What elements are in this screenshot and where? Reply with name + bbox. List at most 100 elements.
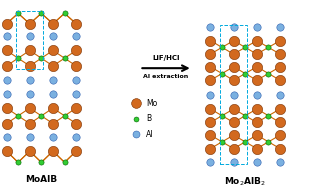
Point	[50, 136, 55, 139]
Point	[208, 26, 213, 29]
Point	[231, 39, 236, 42]
Text: LiF/HCl: LiF/HCl	[152, 55, 179, 61]
Point	[50, 64, 55, 67]
Point	[208, 93, 213, 96]
Point	[243, 46, 248, 49]
Point	[208, 65, 213, 68]
Point	[231, 160, 236, 163]
Point	[74, 35, 79, 38]
Point	[208, 121, 213, 124]
Point	[133, 133, 138, 136]
Point	[27, 107, 32, 110]
Point	[50, 78, 55, 81]
Point	[231, 93, 236, 96]
Point	[50, 35, 55, 38]
Point	[277, 65, 283, 68]
Text: Al: Al	[146, 130, 153, 139]
Point	[4, 78, 9, 81]
Point	[27, 136, 32, 139]
Point	[266, 114, 271, 117]
Point	[219, 46, 225, 49]
Point	[74, 78, 79, 81]
Point	[50, 122, 55, 125]
Point	[74, 107, 79, 110]
Point	[4, 93, 9, 96]
Point	[62, 12, 67, 15]
Point	[254, 93, 260, 96]
Point	[27, 78, 32, 81]
Point	[254, 79, 260, 82]
Point	[219, 72, 225, 75]
Point	[254, 121, 260, 124]
Point	[208, 39, 213, 42]
Point	[219, 114, 225, 117]
Bar	[220, 25, 247, 164]
Point	[4, 49, 9, 52]
Point	[39, 161, 44, 164]
Point	[231, 107, 236, 110]
Point	[231, 65, 236, 68]
Point	[266, 140, 271, 143]
Point	[208, 107, 213, 110]
Point	[254, 160, 260, 163]
Point	[16, 57, 21, 60]
Point	[4, 107, 9, 110]
Point	[208, 160, 213, 163]
Point	[27, 49, 32, 52]
Point	[74, 49, 79, 52]
Point	[266, 72, 271, 75]
Point	[74, 122, 79, 125]
Point	[277, 160, 283, 163]
Point	[208, 53, 213, 56]
Point	[277, 39, 283, 42]
Point	[16, 161, 21, 164]
Point	[4, 22, 9, 25]
Point	[27, 93, 32, 96]
Point	[277, 26, 283, 29]
Point	[50, 93, 55, 96]
Point	[231, 53, 236, 56]
Point	[231, 121, 236, 124]
Point	[27, 35, 32, 38]
Point	[254, 147, 260, 150]
Point	[50, 22, 55, 25]
Point	[254, 53, 260, 56]
Point	[39, 114, 44, 117]
Point	[74, 93, 79, 96]
Point	[39, 12, 44, 15]
Point	[4, 35, 9, 38]
Text: Mo: Mo	[146, 99, 157, 108]
Point	[243, 72, 248, 75]
Point	[254, 65, 260, 68]
Point	[208, 147, 213, 150]
Point	[74, 22, 79, 25]
Point	[254, 39, 260, 42]
Point	[277, 107, 283, 110]
Point	[277, 134, 283, 137]
Point	[277, 121, 283, 124]
Point	[133, 102, 138, 105]
Point	[133, 117, 138, 120]
Point	[277, 93, 283, 96]
Point	[50, 150, 55, 153]
Bar	[16, 11, 43, 69]
Point	[277, 79, 283, 82]
Point	[74, 150, 79, 153]
Point	[254, 26, 260, 29]
Point	[277, 147, 283, 150]
Point	[254, 134, 260, 137]
Point	[74, 64, 79, 67]
Point	[62, 114, 67, 117]
Point	[4, 122, 9, 125]
Point	[243, 140, 248, 143]
Point	[27, 150, 32, 153]
Point	[208, 134, 213, 137]
Point	[231, 79, 236, 82]
Text: MoAlB: MoAlB	[25, 175, 57, 184]
Point	[39, 57, 44, 60]
Point	[27, 64, 32, 67]
Point	[231, 134, 236, 137]
Point	[27, 22, 32, 25]
Point	[277, 53, 283, 56]
Point	[231, 147, 236, 150]
